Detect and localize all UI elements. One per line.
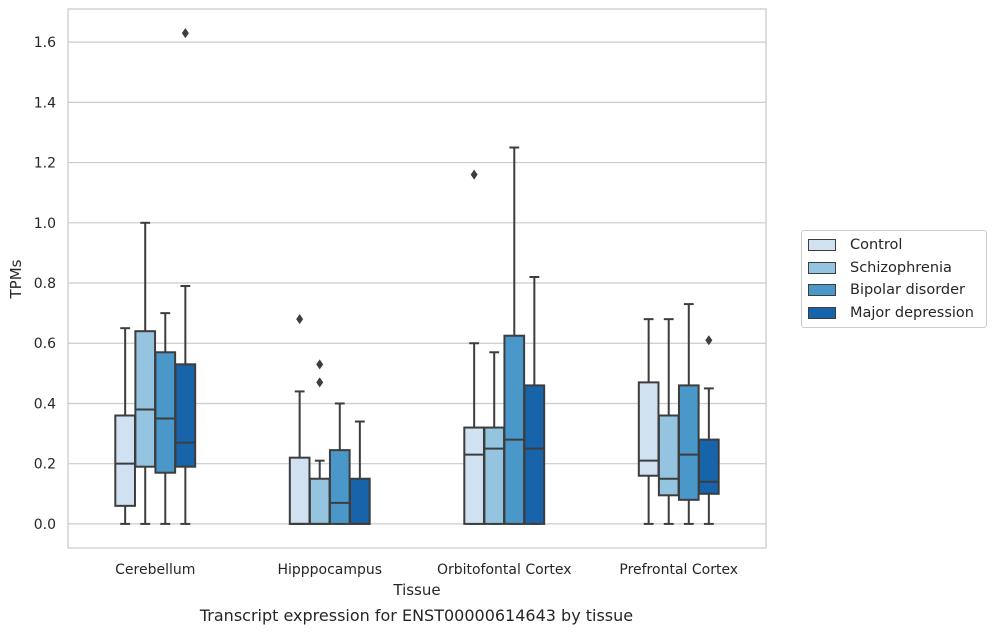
box-iqr bbox=[503, 334, 526, 525]
legend-label: Schizophrenia bbox=[850, 259, 952, 276]
box-2-3 bbox=[523, 275, 546, 525]
box-iqr bbox=[328, 449, 351, 525]
outlier-point bbox=[316, 377, 324, 388]
y-tick-label: 0.2 bbox=[34, 457, 56, 473]
box-iqr bbox=[657, 414, 680, 497]
figure-caption: Transcript expression for ENST0000061464… bbox=[199, 606, 634, 625]
x-tick-label: Orbitofontal Cortex bbox=[437, 562, 572, 578]
legend-label: Control bbox=[850, 237, 903, 254]
box-3-3 bbox=[698, 335, 720, 525]
box-iqr bbox=[677, 384, 700, 501]
boxes-layer bbox=[114, 28, 720, 525]
legend-label: Major depression bbox=[850, 304, 974, 321]
box-iqr bbox=[134, 330, 157, 468]
y-tick-label: 1.2 bbox=[34, 156, 56, 172]
x-axis-label: Tissue bbox=[392, 581, 440, 599]
box-1-1 bbox=[308, 359, 331, 525]
legend-item: Major depression bbox=[802, 302, 986, 325]
box-iqr bbox=[523, 384, 546, 525]
outlier-point bbox=[705, 335, 713, 346]
y-tick-label: 1.0 bbox=[34, 216, 56, 232]
box-3-0 bbox=[637, 318, 660, 525]
box-0-3 bbox=[174, 28, 197, 525]
box-3-1 bbox=[657, 318, 680, 525]
box-iqr bbox=[308, 477, 331, 525]
legend: Control Schizophrenia Bipolar disorder Majo… bbox=[801, 230, 987, 328]
y-tick-label: 0.8 bbox=[34, 276, 56, 292]
plot-frame bbox=[67, 8, 767, 549]
legend-swatch bbox=[808, 284, 836, 297]
x-tick-label: Hipppocampus bbox=[277, 562, 382, 578]
outlier-point bbox=[181, 28, 189, 39]
y-tick-label: 0.6 bbox=[34, 336, 56, 352]
box-iqr bbox=[174, 363, 197, 468]
box-iqr bbox=[114, 414, 136, 507]
box-iqr bbox=[637, 381, 660, 477]
box-iqr bbox=[349, 477, 371, 525]
box-2-2 bbox=[503, 146, 526, 525]
y-tick-label: 0.0 bbox=[34, 517, 56, 533]
outlier-point bbox=[470, 169, 478, 180]
box-1-3 bbox=[349, 420, 371, 525]
legend-swatch bbox=[808, 239, 836, 252]
legend-swatch bbox=[808, 306, 836, 319]
y-axis-label: TPMs bbox=[7, 259, 25, 299]
box-iqr bbox=[154, 351, 177, 474]
legend-item: Schizophrenia bbox=[802, 257, 986, 280]
y-tick-label: 0.4 bbox=[34, 396, 56, 412]
y-tick-label: 1.6 bbox=[34, 35, 56, 51]
box-iqr bbox=[463, 426, 485, 525]
legend-label: Bipolar disorder bbox=[850, 282, 965, 299]
legend-item: Control bbox=[802, 234, 986, 257]
y-tick-label: 1.4 bbox=[34, 95, 56, 111]
box-iqr bbox=[288, 456, 311, 525]
legend-swatch bbox=[808, 261, 836, 274]
outlier-point bbox=[316, 359, 324, 370]
x-tick-label: Cerebellum bbox=[115, 562, 195, 578]
box-0-0 bbox=[114, 327, 136, 525]
legend-item: Bipolar disorder bbox=[802, 279, 986, 302]
box-3-2 bbox=[677, 303, 700, 525]
outlier-point bbox=[296, 314, 304, 325]
x-tick-labels: Cerebellum Hipppocampus Orbitofontal Corte… bbox=[115, 562, 738, 578]
y-tick-labels: 0.0 0.2 0.4 0.6 0.8 1.0 1.2 1.4 1.6 bbox=[34, 35, 56, 533]
x-tick-label: Prefrontal Cortex bbox=[619, 562, 738, 578]
box-iqr bbox=[483, 426, 506, 525]
box-iqr bbox=[698, 438, 720, 495]
